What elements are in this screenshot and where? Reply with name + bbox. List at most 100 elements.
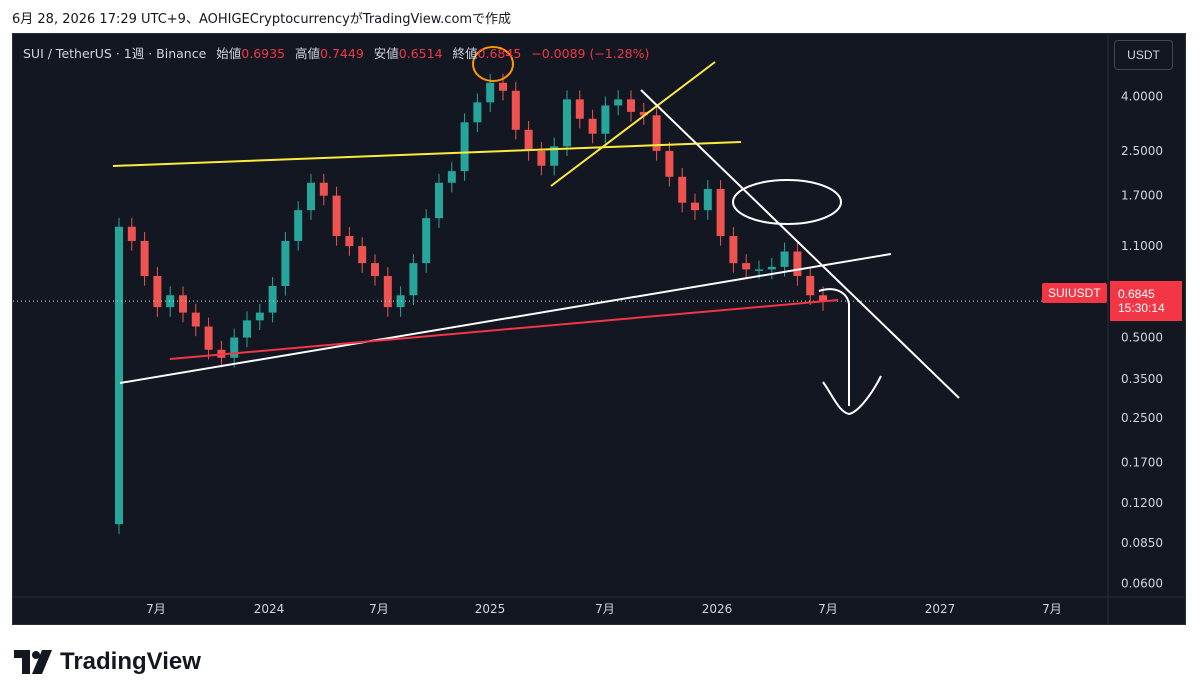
candle-body [435, 182, 443, 219]
tradingview-logo-icon [14, 650, 52, 674]
white-circle-annotation [732, 179, 842, 225]
snapshot-header: 6月 28, 2026 17:29 UTC+9、AOHIGECryptocurr… [12, 12, 512, 27]
candle-body [281, 240, 290, 286]
candle-body [511, 90, 520, 130]
candle-body [179, 295, 187, 313]
legend-symbol[interactable]: SUI / TetherUS · 1週 · Binance [23, 46, 207, 61]
candle-body [601, 105, 610, 134]
last-price-label: 0.6845 15:30:14 [1110, 281, 1182, 321]
candle-body [473, 102, 482, 123]
x-tick-label: 7月 [146, 602, 166, 616]
bar-countdown: 15:30:14 [1118, 301, 1165, 315]
drawings [13, 46, 1108, 416]
x-tick-label: 2024 [254, 602, 285, 616]
candle-body [358, 246, 367, 264]
y-tick-label: 4.0000 [1121, 89, 1163, 103]
candle-body [307, 182, 315, 211]
symbol-tag: SUIUSDT [1042, 283, 1107, 303]
candle-body [191, 312, 200, 327]
candle-body [371, 263, 379, 277]
candle-body [575, 99, 584, 119]
candle-body [255, 312, 264, 321]
candle-body [563, 99, 571, 147]
yellow-resistance-line [112, 141, 742, 167]
candle-body [243, 320, 251, 338]
candle-body [383, 276, 392, 308]
y-tick-label: 0.1200 [1121, 496, 1163, 510]
candle-body [460, 122, 469, 172]
legend-open-label: 始値 [216, 46, 242, 61]
candle-body [268, 285, 277, 313]
down-arrow-shaft [818, 288, 850, 406]
x-tick-label: 7月 [1042, 602, 1062, 616]
y-tick-label: 2.5000 [1121, 144, 1163, 158]
candle-body [806, 276, 815, 296]
candle-body [127, 226, 136, 241]
candle-body [639, 111, 648, 116]
legend-high-label: 高値 [295, 46, 321, 61]
candle-body [447, 171, 456, 183]
candle-body [614, 99, 623, 106]
candle-body [396, 295, 405, 308]
candle-body [409, 263, 418, 296]
candle-body [115, 226, 123, 525]
candle-body [153, 276, 162, 308]
candle-body [204, 326, 213, 350]
candle-body [524, 129, 533, 151]
price-chart[interactable]: 4.00002.50001.70001.10000.70000.50000.35… [13, 34, 1186, 625]
legend-open-value: 0.6935 [241, 46, 286, 61]
x-tick-label: 7月 [595, 602, 615, 616]
candle-body [550, 146, 559, 166]
candle-body [319, 182, 328, 196]
last-price-value: 0.6845 [1118, 287, 1155, 301]
x-tick-label: 2026 [702, 602, 733, 616]
x-tick-label: 2027 [925, 602, 956, 616]
legend-low-label: 安値 [373, 46, 399, 61]
candle-body [230, 337, 239, 358]
candle-body [793, 251, 802, 277]
candle-body [499, 82, 507, 91]
legend-close-value: 0.6845 [477, 46, 522, 61]
chart-panel[interactable]: 4.00002.50001.70001.10000.70000.50000.35… [12, 33, 1186, 625]
legend-change: −0.0089 (−1.28%) [531, 46, 650, 61]
candle-body [703, 189, 712, 211]
yellow-trend-line [550, 61, 716, 187]
x-tick-label: 2025 [475, 602, 506, 616]
candle-body [819, 295, 827, 302]
candle-body [332, 195, 341, 237]
tradingview-logo[interactable]: TradingView [14, 648, 201, 676]
candle-body [767, 266, 776, 270]
candle-body [716, 189, 725, 237]
candle-body [691, 202, 699, 211]
legend-high-value: 0.7449 [320, 46, 364, 61]
candle-body [780, 251, 789, 267]
axes: 4.00002.50001.70001.10000.70000.50000.35… [13, 34, 1185, 624]
y-tick-label: 0.2500 [1121, 411, 1163, 425]
currency-button[interactable]: USDT [1114, 40, 1173, 70]
down-arrow-head [822, 375, 882, 416]
candles [115, 73, 827, 534]
red-support-line [169, 299, 839, 360]
candle-body [294, 210, 303, 241]
legend-low-value: 0.6514 [398, 46, 443, 61]
y-tick-label: 0.5000 [1121, 331, 1163, 345]
y-tick-label: 0.0600 [1121, 576, 1163, 590]
brand-name: TradingView [60, 648, 201, 675]
candle-body [166, 295, 175, 308]
candle-body [486, 82, 495, 103]
y-tick-label: 0.3500 [1121, 372, 1163, 386]
x-tick-label: 7月 [369, 602, 389, 616]
candle-body [755, 269, 763, 271]
candle-body [742, 263, 751, 270]
candle-body [665, 150, 674, 177]
candle-body [140, 240, 149, 277]
candle-body [627, 99, 635, 112]
candle-body [729, 236, 738, 264]
candle-body [422, 218, 431, 264]
legend: SUI / TetherUS · 1週 · Binance 始値0.6935 高… [23, 43, 649, 62]
candle-body [678, 176, 687, 203]
y-tick-label: 1.7000 [1121, 189, 1163, 203]
x-tick-label: 7月 [818, 602, 838, 616]
white-downtrend-line [640, 89, 960, 399]
y-tick-label: 1.1000 [1121, 239, 1163, 253]
